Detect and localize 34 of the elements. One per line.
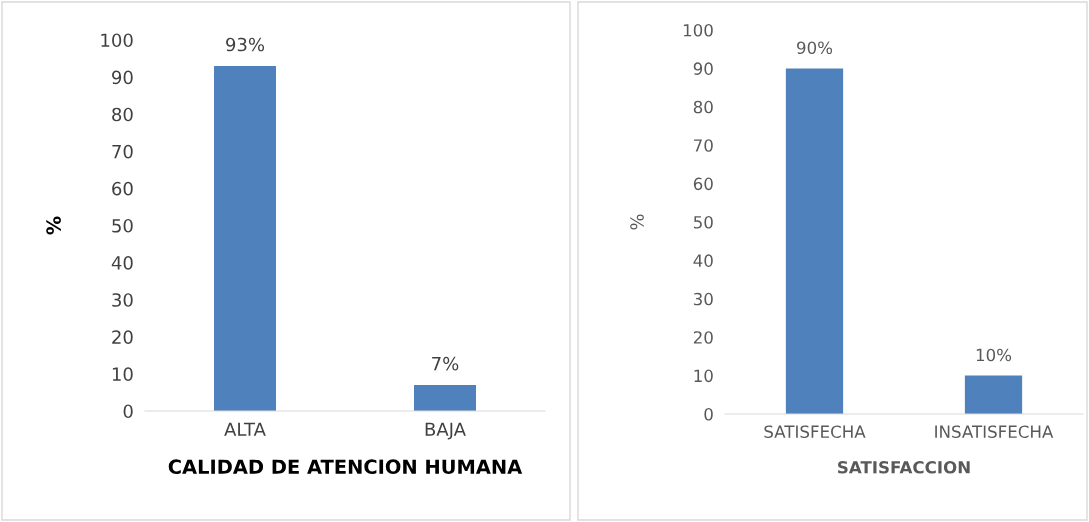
y-tick-label: 0	[123, 404, 133, 419]
y-tick-label: 70	[694, 139, 713, 152]
y-tick-label: 20	[112, 330, 133, 344]
x-tick-label: ALTA	[224, 422, 266, 436]
y-tick-label: 10	[694, 369, 713, 383]
y-tick-label: 80	[693, 100, 713, 114]
x-tick-label: BAJA	[425, 422, 466, 440]
x-axis-title: SATISFACCION	[838, 460, 970, 474]
x-tick-label: INSATISFECHA	[935, 425, 1054, 439]
x-axis-title: CALIDAD DE ATENCION HUMANA	[168, 459, 523, 475]
data-label: 90%	[797, 41, 833, 55]
y-tick-label: 40	[693, 254, 713, 267]
y-tick-label: 80	[112, 107, 133, 122]
y-axis-title: %	[630, 214, 644, 230]
y-axis-title: %	[46, 216, 61, 235]
y-tick-label: 30	[693, 292, 713, 306]
y-tick-label: 90	[693, 62, 713, 75]
y-tick-label: 90	[112, 70, 133, 85]
x-tick-label: SATISFECHA	[764, 425, 866, 439]
y-tick-label: 20	[693, 331, 713, 344]
y-tick-label: 70	[112, 144, 133, 159]
y-tick-label: 40	[111, 256, 133, 270]
y-tick-label: 60	[112, 181, 133, 196]
data-label: 93%	[226, 37, 265, 52]
data-label: 10%	[976, 348, 1012, 362]
y-tick-label: 0	[704, 407, 713, 421]
y-tick-label: 10	[112, 367, 133, 382]
y-tick-label: 100	[683, 23, 713, 37]
y-tick-label: 50	[112, 218, 133, 233]
y-tick-label: 100	[101, 33, 133, 48]
data-label: 7%	[432, 356, 459, 371]
y-tick-label: 50	[693, 215, 713, 229]
y-tick-label: 30	[112, 293, 133, 307]
y-tick-label: 60	[693, 177, 713, 191]
